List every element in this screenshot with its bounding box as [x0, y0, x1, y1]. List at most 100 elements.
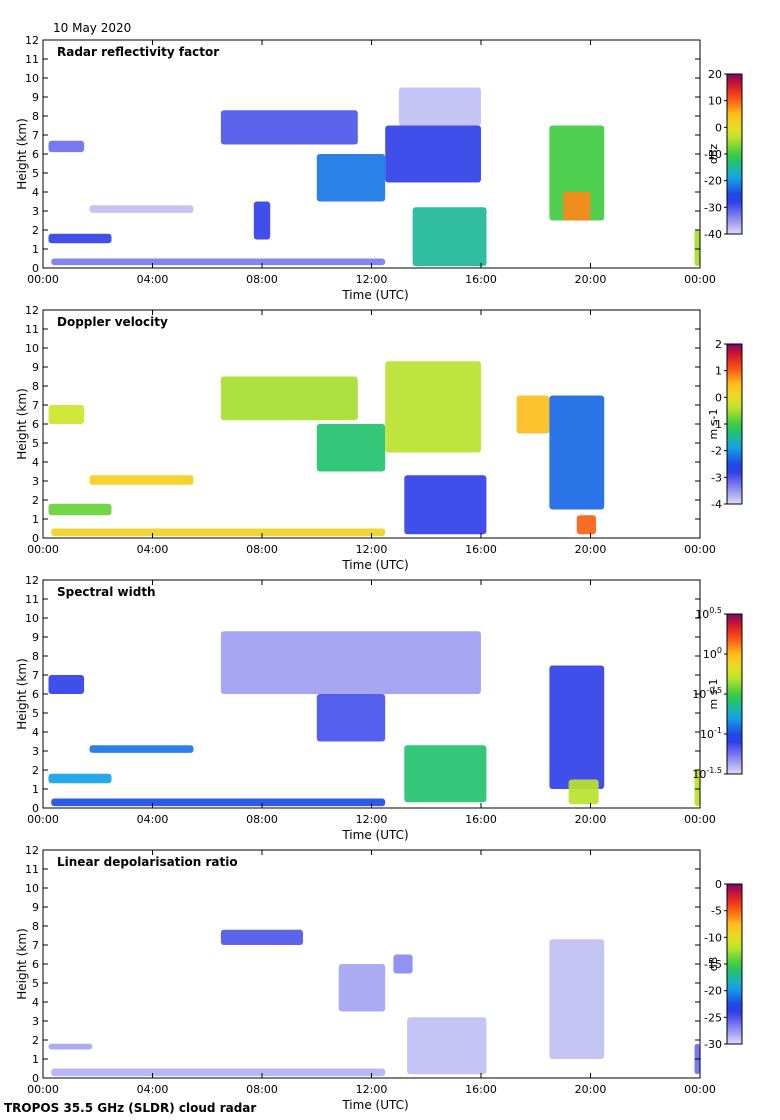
echo-region-1	[48, 405, 85, 424]
y-axis-label: Height (km)	[15, 118, 29, 189]
echo-region-9	[516, 395, 550, 434]
y-tick-label: 9	[32, 901, 39, 914]
colorbar	[726, 883, 743, 1045]
echo-region-2	[48, 233, 112, 244]
y-tick-label: 6	[32, 418, 39, 431]
x-tick-label: 00:00	[684, 273, 716, 286]
x-tick-label: 00:00	[684, 813, 716, 826]
y-tick-label: 11	[25, 323, 39, 336]
x-tick-label: 08:00	[246, 1083, 278, 1096]
colorbar	[726, 343, 743, 505]
y-tick-label: 11	[25, 593, 39, 606]
colorbar-tick-label: -5	[711, 905, 722, 918]
x-tick-label: 20:00	[575, 813, 607, 826]
x-tick-label: 12:00	[356, 1083, 388, 1096]
y-tick-label: 2	[32, 224, 39, 237]
colorbar-tick-label: -1	[711, 418, 722, 431]
x-tick-label: 00:00	[27, 813, 59, 826]
colorbar-tick-label: -3	[711, 471, 722, 484]
echo-region-7	[404, 745, 487, 803]
y-tick-label: 10	[25, 342, 39, 355]
y-tick-label: 6	[32, 958, 39, 971]
echo-region-4	[220, 631, 481, 694]
x-axis-label: Time (UTC)	[341, 828, 408, 842]
x-tick-label: 04:00	[137, 273, 169, 286]
colorbar	[726, 613, 743, 775]
y-tick-label: 3	[32, 475, 39, 488]
x-tick-label: 00:00	[27, 273, 59, 286]
echo-region-3	[220, 929, 303, 945]
colorbar-tick-label: 10	[708, 95, 722, 108]
colorbar-tick-label: -10	[704, 931, 722, 944]
y-tick-label: 4	[32, 996, 39, 1009]
colorbar-label: dBz	[707, 144, 720, 165]
echo-region-1	[48, 140, 85, 153]
x-tick-label: 04:00	[137, 813, 169, 826]
y-tick-label: 5	[32, 977, 39, 990]
x-tick-label: 20:00	[575, 1083, 607, 1096]
y-tick-label: 6	[32, 148, 39, 161]
colorbar-tick-label: 100	[703, 646, 722, 661]
y-tick-label: 1	[32, 783, 39, 796]
y-tick-label: 1	[32, 1053, 39, 1066]
x-tick-label: 20:00	[575, 543, 607, 556]
colorbar-tick-label: 1	[715, 365, 722, 378]
colorbar-tick-label: 100.5	[695, 606, 722, 621]
x-tick-label: 16:00	[465, 813, 497, 826]
x-axis-label: Time (UTC)	[341, 558, 408, 572]
y-tick-label: 8	[32, 380, 39, 393]
echo-region-3	[51, 258, 386, 266]
y-tick-label: 3	[32, 1015, 39, 1028]
x-tick-label: 20:00	[575, 273, 607, 286]
colorbar-tick-label: -20	[704, 985, 722, 998]
x-tick-label: 12:00	[356, 543, 388, 556]
colorbar-tick-label: -2	[711, 445, 722, 458]
echo-region-10	[549, 395, 605, 510]
echo-region-10	[412, 207, 487, 267]
echo-region-7	[404, 475, 487, 535]
colorbar-tick-label: 10-1.5	[692, 766, 722, 781]
y-tick-label: 7	[32, 939, 39, 952]
x-tick-label: 08:00	[246, 813, 278, 826]
x-tick-label: 16:00	[465, 1083, 497, 1096]
echo-region-8	[89, 205, 194, 213]
echo-region-3	[51, 798, 386, 807]
y-tick-label: 8	[32, 920, 39, 933]
y-tick-label: 0	[32, 262, 39, 275]
x-tick-label: 00:00	[684, 543, 716, 556]
echo-region-1	[48, 675, 85, 694]
echo-region-4	[220, 110, 358, 145]
colorbar-tick-label: -4	[711, 498, 722, 511]
y-tick-label: 8	[32, 650, 39, 663]
y-tick-label: 9	[32, 361, 39, 374]
y-tick-label: 10	[25, 612, 39, 625]
x-axis-label: Time (UTC)	[341, 288, 408, 302]
echo-region-4	[338, 964, 386, 1012]
echo-region-6	[385, 361, 481, 453]
y-tick-label: 8	[32, 110, 39, 123]
colorbar-tick-label: -20	[704, 175, 722, 188]
y-tick-label: 0	[32, 802, 39, 815]
x-tick-label: 12:00	[356, 813, 388, 826]
echo-region-6	[385, 125, 481, 183]
y-tick-label: 10	[25, 882, 39, 895]
colorbar-label: m s-1	[707, 409, 720, 440]
y-axis-label: Height (km)	[15, 928, 29, 999]
echo-region-8	[549, 665, 605, 789]
y-axis-label: Height (km)	[15, 388, 29, 459]
y-tick-label: 5	[32, 167, 39, 180]
y-tick-label: 4	[32, 726, 39, 739]
y-tick-label: 0	[32, 1072, 39, 1085]
colorbar-tick-label: -30	[704, 201, 722, 214]
x-tick-label: 08:00	[246, 543, 278, 556]
echo-region-3	[51, 528, 386, 537]
colorbar-label: m s-1	[707, 679, 720, 710]
colorbar-tick-label: -25	[704, 1011, 722, 1024]
echo-region-5	[316, 694, 386, 742]
colorbar-label: dB	[707, 957, 720, 972]
y-tick-label: 11	[25, 863, 39, 876]
echo-region-7	[398, 87, 481, 126]
